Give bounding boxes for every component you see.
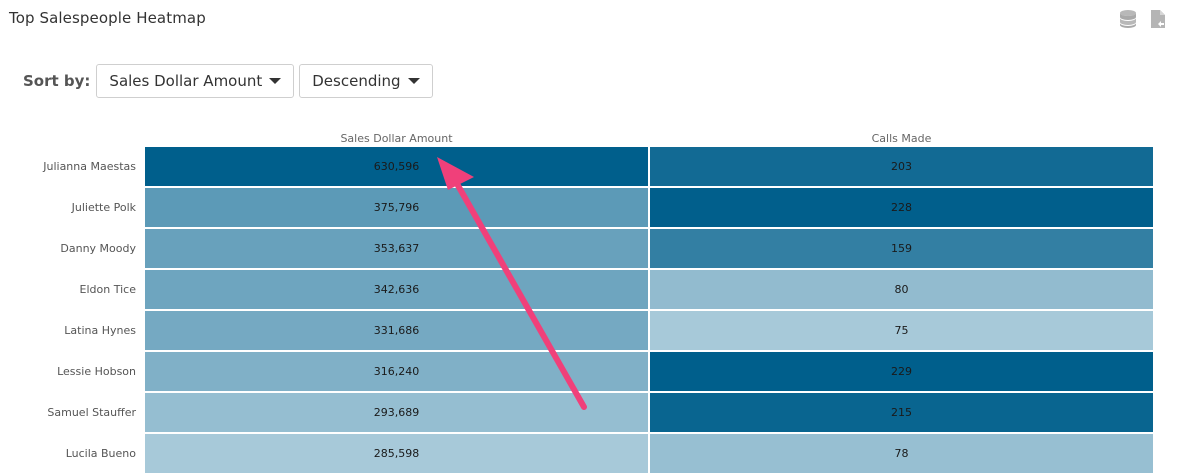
sort-field-value: Sales Dollar Amount [109,72,263,90]
sort-label: Sort by: [23,72,91,90]
row-label: Julianna Maestas [43,160,136,173]
heatmap-cell[interactable]: 78 [650,434,1153,473]
export-file-icon[interactable] [1148,8,1168,30]
column-header: Calls Made [871,132,932,145]
page-title: Top Salespeople Heatmap [9,9,206,27]
sort-order-value: Descending [312,72,401,90]
caret-down-icon [407,78,420,84]
sort-order-dropdown[interactable]: Descending [299,64,433,98]
heatmap-cell[interactable]: 293,689 [145,393,648,432]
heatmap-cell[interactable]: 203 [650,147,1153,186]
heatmap-cell[interactable]: 342,636 [145,270,648,309]
toolbar [1118,8,1168,30]
sort-field-dropdown[interactable]: Sales Dollar Amount [96,64,295,98]
heatmap-cell[interactable]: 228 [650,188,1153,227]
heatmap-cell[interactable]: 159 [650,229,1153,268]
heatmap-cell[interactable]: 229 [650,352,1153,391]
heatmap-cell[interactable]: 630,596 [145,147,648,186]
heatmap-cell[interactable]: 215 [650,393,1153,432]
heatmap-cell[interactable]: 75 [650,311,1153,350]
row-label: Samuel Stauffer [47,406,136,419]
heatmap-cell[interactable]: 331,686 [145,311,648,350]
column-header: Sales Dollar Amount [340,132,453,145]
row-label: Eldon Tice [79,283,136,296]
heatmap-cell[interactable]: 285,598 [145,434,648,473]
caret-down-icon [269,78,282,84]
row-label: Juliette Polk [71,201,136,214]
heatmap-cell[interactable]: 80 [650,270,1153,309]
row-label: Lucila Bueno [65,447,136,460]
heatmap-cell[interactable]: 353,637 [145,229,648,268]
sort-controls: Sort by: Sales Dollar Amount Descending [23,64,438,98]
row-label: Latina Hynes [64,324,136,337]
database-icon[interactable] [1118,8,1138,30]
heatmap-cell[interactable]: 316,240 [145,352,648,391]
row-label: Lessie Hobson [57,365,136,378]
row-label: Danny Moody [60,242,136,255]
heatmap-cell[interactable]: 375,796 [145,188,648,227]
